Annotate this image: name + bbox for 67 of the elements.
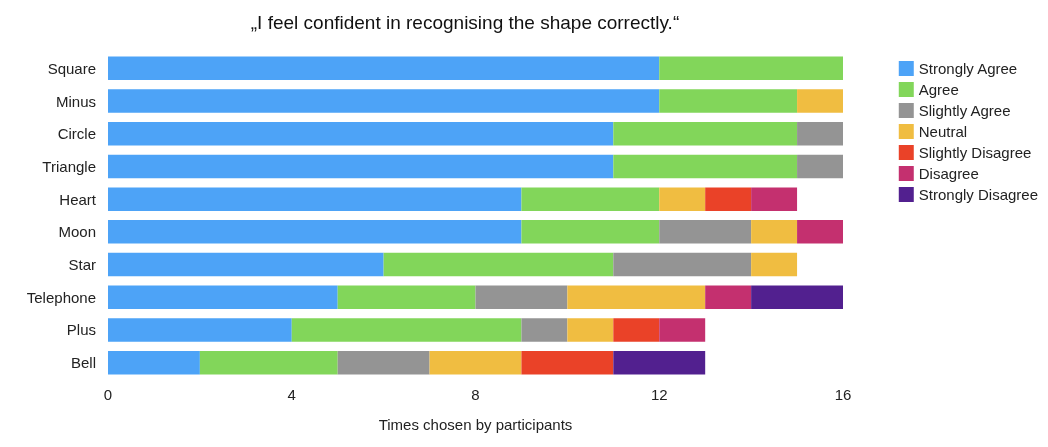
- bar: [475, 285, 568, 310]
- bar: [108, 318, 292, 342]
- y-tick-label: Bell: [70, 354, 96, 372]
- bar: [797, 220, 843, 244]
- bar: [613, 154, 798, 179]
- bar: [108, 252, 384, 277]
- y-tick-label: Telephone: [26, 288, 96, 306]
- y-tick-label: Moon: [58, 223, 96, 241]
- bar: [567, 318, 614, 342]
- bar: [108, 154, 614, 179]
- bar: [337, 350, 430, 375]
- bar: [108, 56, 660, 81]
- bar: [567, 285, 706, 310]
- y-tick-label: Star: [68, 256, 96, 274]
- bar: [521, 187, 660, 211]
- bar: [705, 187, 752, 211]
- x-tick-label: 8: [471, 386, 480, 403]
- y-tick-label: Circle: [57, 125, 96, 143]
- bar: [383, 252, 614, 277]
- bar: [751, 285, 843, 310]
- bar: [659, 318, 706, 342]
- x-tick-label: 0: [103, 386, 113, 403]
- y-tick-label: Heart: [59, 190, 97, 208]
- chart-title: „I feel confident in recognising the shape correctly.“: [250, 12, 680, 33]
- bar: [797, 89, 843, 113]
- bar: [659, 89, 798, 113]
- y-tick-label: Triangle: [42, 157, 96, 175]
- bar: [521, 318, 568, 342]
- x-tick-label: 4: [287, 386, 296, 403]
- bar: [108, 89, 660, 113]
- bar: [797, 121, 843, 146]
- bar: [613, 318, 660, 342]
- bar: [751, 252, 798, 277]
- legend-label: Neutral: [918, 123, 968, 140]
- bar: [337, 285, 476, 310]
- bar: [108, 350, 200, 375]
- bar: [108, 220, 522, 244]
- bar: [613, 252, 752, 277]
- bar: [521, 220, 660, 244]
- legend-label: Agree: [918, 81, 959, 98]
- legend-label: Strongly Agree: [918, 60, 1018, 77]
- x-axis-title: Times chosen by participants: [378, 416, 573, 433]
- legend-label: Slightly Agree: [918, 102, 1011, 119]
- legend-label: Disagree: [918, 165, 979, 182]
- bar: [613, 350, 706, 375]
- y-tick-label: Minus: [55, 92, 96, 110]
- bar: [659, 220, 752, 244]
- x-tick-label: 16: [834, 386, 852, 403]
- y-tick-label: Square: [47, 59, 96, 77]
- bar: [797, 154, 843, 179]
- bar: [429, 350, 522, 375]
- bar: [659, 187, 706, 211]
- bar: [108, 187, 522, 211]
- x-tick-label: 12: [650, 386, 668, 403]
- legend-label: Strongly Disagree: [918, 186, 1039, 203]
- bar: [521, 350, 614, 375]
- bar: [199, 350, 338, 375]
- legend-label: Slightly Disagree: [918, 144, 1032, 161]
- bar: [751, 187, 798, 211]
- bar: [705, 285, 752, 310]
- bar: [751, 220, 798, 244]
- bar: [659, 56, 843, 81]
- bar: [613, 121, 798, 146]
- bar: [108, 121, 614, 146]
- bar: [291, 318, 522, 342]
- bar: [108, 285, 338, 310]
- y-tick-label: Plus: [66, 321, 96, 339]
